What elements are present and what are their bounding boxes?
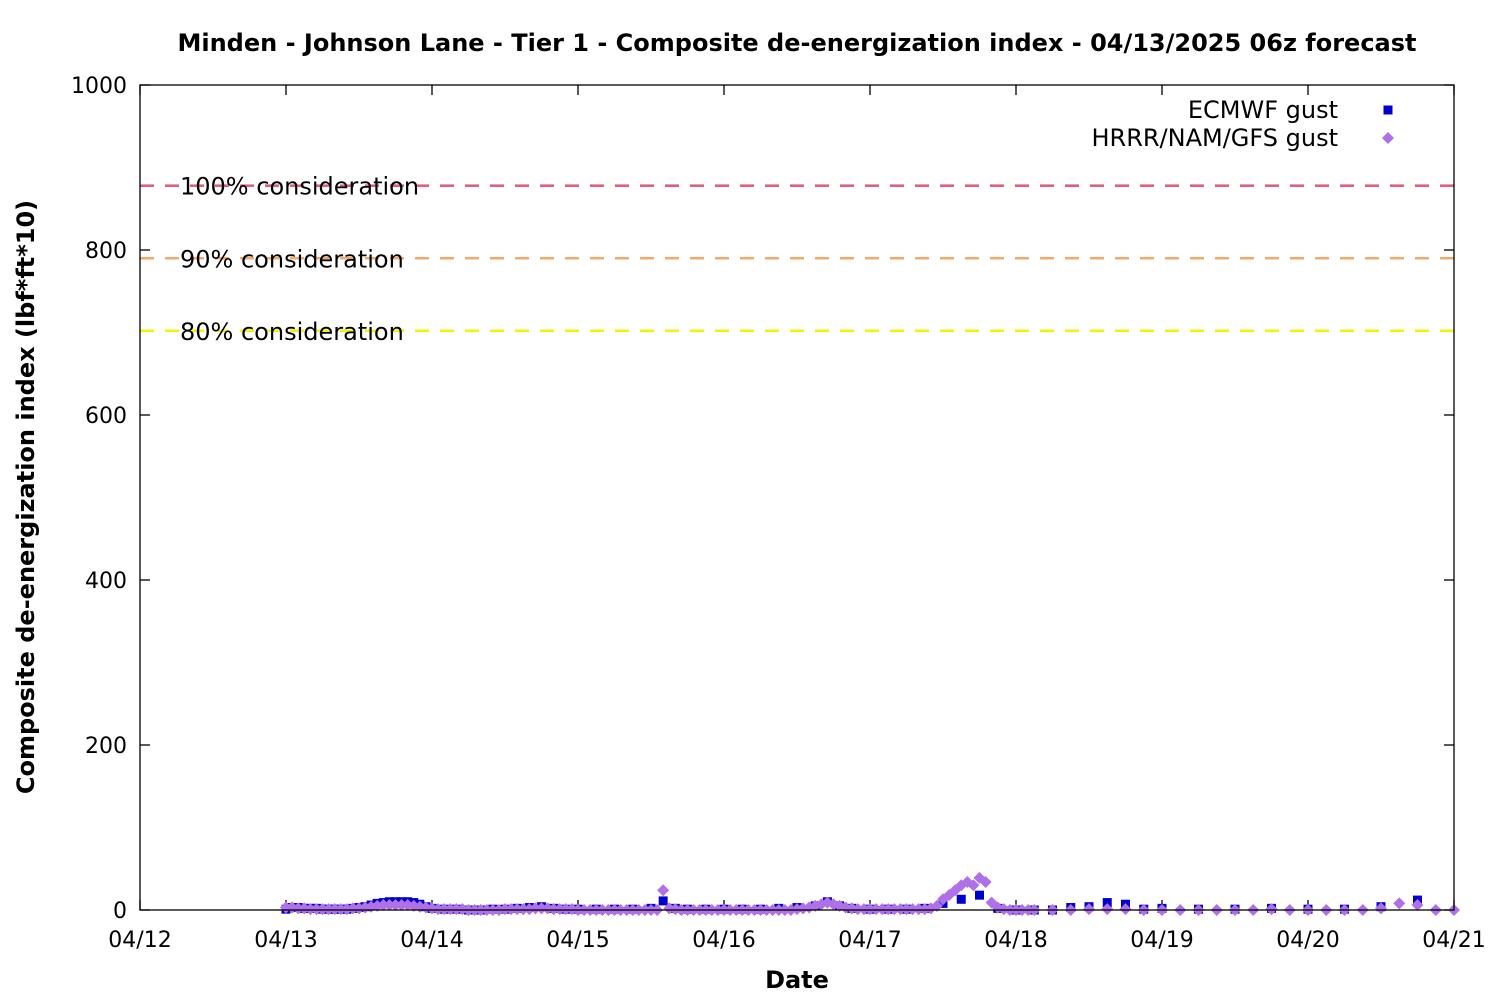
data-point xyxy=(876,903,889,916)
data-point xyxy=(1101,903,1114,916)
data-point xyxy=(967,879,980,892)
legend-marker xyxy=(1383,105,1393,115)
data-point xyxy=(328,903,341,916)
data-point xyxy=(432,903,445,916)
data-point xyxy=(389,899,402,912)
data-point xyxy=(658,896,668,906)
y-tick-label: 800 xyxy=(85,239,127,264)
y-axis-ticks: 0 200 400 600 800 1000 xyxy=(71,74,1454,924)
reference-line-label: 80% consideration xyxy=(180,318,404,346)
data-point xyxy=(316,903,329,916)
plot-frame xyxy=(139,84,1455,911)
x-axis-ticks: 04/12 04/13 04/14 04/15 04/16 04/17 04/18 04/19… xyxy=(108,85,1486,953)
y-tick-label: 400 xyxy=(85,569,127,594)
x-tick-label: 04/21 xyxy=(1422,928,1485,953)
chart-title: Minden - Johnson Lane - Tier 1 - Composi… xyxy=(177,29,1416,57)
data-point xyxy=(956,894,966,904)
y-tick-label: 600 xyxy=(85,404,127,429)
data-point xyxy=(377,899,390,912)
data-point xyxy=(450,903,463,916)
data-point xyxy=(1265,903,1278,916)
data-point xyxy=(870,903,883,916)
data-point xyxy=(383,899,396,912)
data-point xyxy=(930,899,943,912)
x-tick-label: 04/14 xyxy=(400,928,463,953)
data-point xyxy=(1083,903,1095,916)
data-point xyxy=(395,899,408,912)
data-point xyxy=(864,903,876,916)
x-tick-label: 04/12 xyxy=(108,928,171,953)
y-tick-label: 1000 xyxy=(71,74,127,99)
data-point xyxy=(559,903,572,916)
legend-entry-label: HRRR/NAM/GFS gust xyxy=(1091,124,1338,152)
data-point xyxy=(979,875,992,888)
x-tick-label: 04/13 xyxy=(254,928,317,953)
x-tick-label: 04/18 xyxy=(984,928,1047,953)
data-point xyxy=(1411,899,1424,912)
data-point xyxy=(334,903,347,916)
legend-entry-label: ECMWF gust xyxy=(1188,96,1338,124)
data-point xyxy=(304,903,317,916)
legend-marker xyxy=(1382,132,1394,144)
data-point xyxy=(900,903,913,916)
x-tick-label: 04/16 xyxy=(692,928,755,953)
data-point xyxy=(975,890,984,900)
data-point xyxy=(529,902,542,915)
data-point xyxy=(851,903,864,916)
data-point xyxy=(906,903,919,916)
data-point xyxy=(1102,898,1112,908)
data-point xyxy=(1375,902,1387,915)
data-point xyxy=(438,903,451,916)
reference-line-label: 100% consideration xyxy=(180,173,419,201)
y-tick-label: 0 xyxy=(113,899,127,924)
data-point xyxy=(894,903,907,916)
data-point xyxy=(505,903,518,916)
x-axis-label: Date xyxy=(765,966,829,994)
data-point xyxy=(888,903,901,916)
data-point xyxy=(657,884,670,897)
x-tick-label: 04/15 xyxy=(546,928,609,953)
data-point xyxy=(535,902,548,915)
data-point xyxy=(1119,903,1132,916)
data-point xyxy=(1393,897,1406,910)
data-point xyxy=(346,902,359,915)
data-point xyxy=(912,903,925,916)
data-point xyxy=(882,903,895,916)
reference-line-label: 90% consideration xyxy=(180,245,404,273)
y-axis-label: Composite de-energization index (lbf*ft*… xyxy=(12,200,40,794)
data-point xyxy=(857,903,870,916)
data-point xyxy=(292,902,305,915)
data-point xyxy=(444,903,457,916)
data-point xyxy=(499,903,511,916)
data-point xyxy=(310,903,323,916)
data-point xyxy=(517,903,530,916)
data-point xyxy=(511,903,524,916)
x-tick-label: 04/17 xyxy=(838,928,901,953)
y-tick-label: 200 xyxy=(85,734,127,759)
data-point xyxy=(547,903,560,916)
x-tick-label: 04/20 xyxy=(1276,928,1339,953)
x-tick-label: 04/19 xyxy=(1130,928,1193,953)
data-point xyxy=(322,903,335,916)
reference-lines: 100% consideration 90% consideration 80% c… xyxy=(140,173,1454,346)
data-point xyxy=(553,903,566,916)
